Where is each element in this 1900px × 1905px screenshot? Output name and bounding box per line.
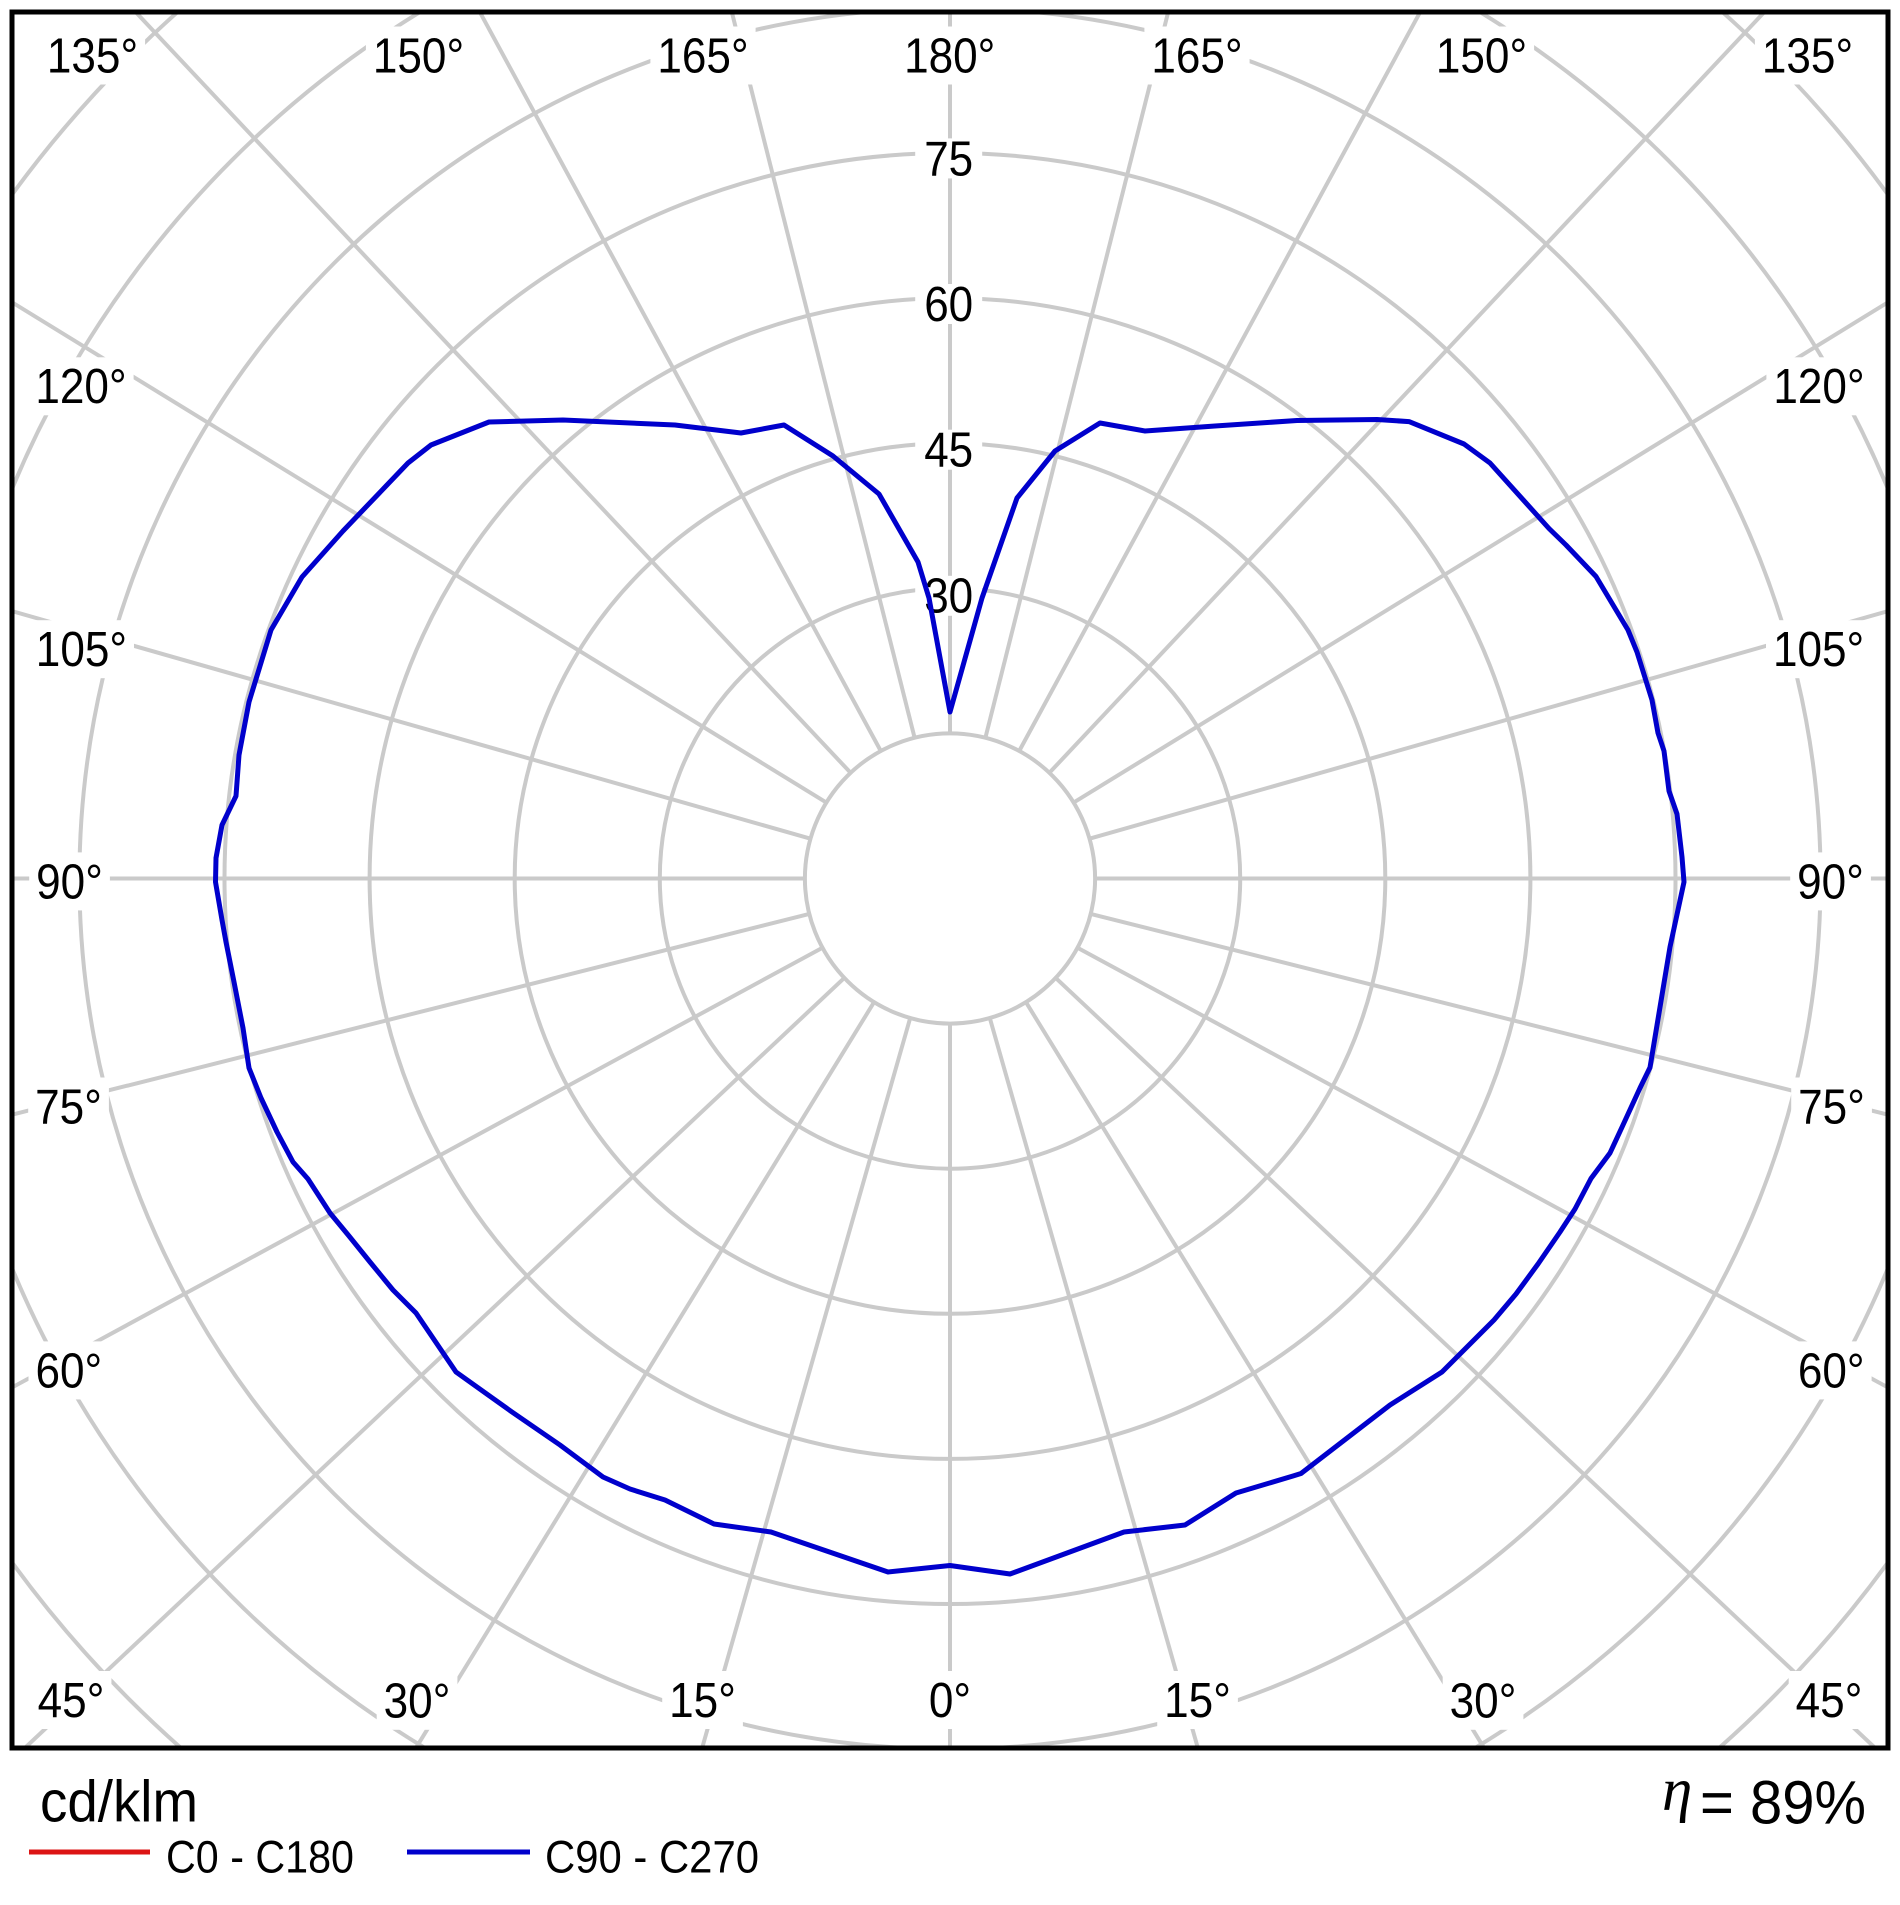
svg-text:C0 - C180: C0 - C180 xyxy=(166,1832,354,1883)
svg-text:75: 75 xyxy=(924,132,973,186)
svg-text:75°: 75° xyxy=(35,1080,102,1134)
svg-text:165°: 165° xyxy=(1151,29,1242,83)
svg-text:C90 - C270: C90 - C270 xyxy=(545,1832,759,1883)
svg-text:cd/klm: cd/klm xyxy=(40,1770,198,1835)
svg-text:90°: 90° xyxy=(36,855,103,909)
svg-text:90°: 90° xyxy=(1797,855,1864,909)
svg-text:= 89%: = 89% xyxy=(1700,1769,1866,1837)
svg-text:60°: 60° xyxy=(35,1344,102,1398)
svg-text:30°: 30° xyxy=(384,1675,451,1729)
svg-text:75°: 75° xyxy=(1798,1080,1865,1134)
svg-text:0°: 0° xyxy=(929,1674,971,1728)
svg-text:45°: 45° xyxy=(38,1674,105,1728)
svg-text:150°: 150° xyxy=(1436,29,1527,83)
svg-text:120°: 120° xyxy=(1773,360,1864,414)
svg-text:15°: 15° xyxy=(1164,1674,1231,1728)
svg-text:135°: 135° xyxy=(1762,29,1853,83)
svg-text:60°: 60° xyxy=(1798,1344,1865,1398)
svg-text:105°: 105° xyxy=(36,623,127,677)
svg-text:15°: 15° xyxy=(669,1674,736,1728)
svg-text:105°: 105° xyxy=(1773,623,1864,677)
svg-text:120°: 120° xyxy=(35,360,126,414)
svg-text:η: η xyxy=(1662,1757,1692,1824)
svg-text:165°: 165° xyxy=(657,29,748,83)
svg-text:150°: 150° xyxy=(373,29,464,83)
svg-text:45: 45 xyxy=(924,424,973,478)
svg-text:135°: 135° xyxy=(47,29,138,83)
svg-text:60: 60 xyxy=(924,278,973,332)
svg-text:30°: 30° xyxy=(1450,1675,1517,1729)
svg-text:45°: 45° xyxy=(1796,1674,1863,1728)
svg-text:180°: 180° xyxy=(904,29,995,83)
